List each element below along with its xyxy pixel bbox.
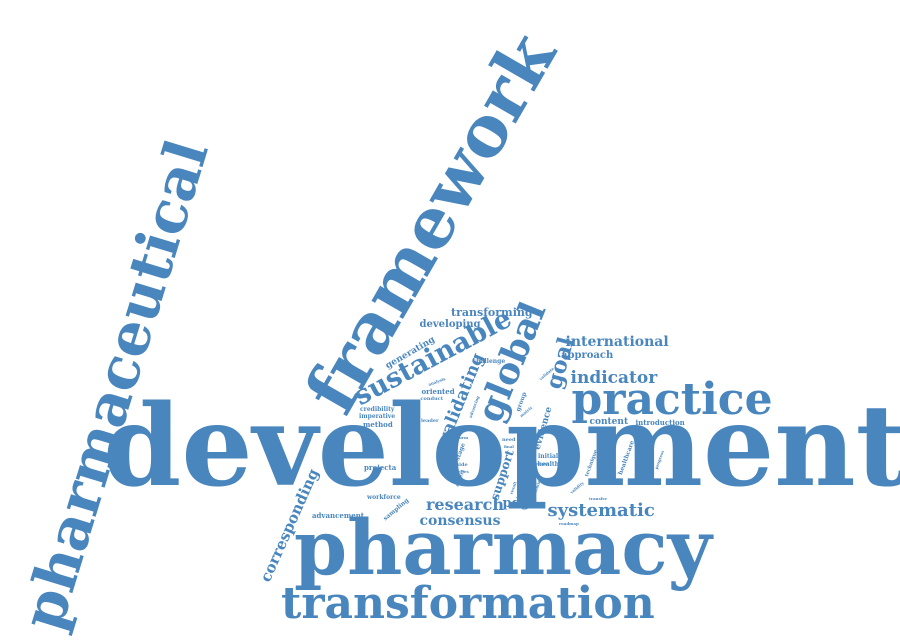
word-pdgs: pdgs	[502, 495, 538, 511]
word-development: development	[103, 381, 900, 512]
word-form: form	[457, 435, 469, 440]
word-output: output	[534, 461, 550, 466]
word-research: research	[426, 495, 504, 514]
word-guide: guide	[452, 461, 468, 468]
word-transfer: transfer	[589, 496, 608, 501]
word-roadmap: roadmap	[559, 521, 579, 526]
word-practice: practice	[571, 374, 773, 425]
word-international: international	[565, 334, 669, 350]
word-oriented: oriented	[421, 386, 455, 396]
word-transforming: transforming	[451, 305, 533, 319]
word-developing: developing	[419, 319, 481, 330]
word-challenge: challenge	[472, 358, 506, 365]
word-introduction: introduction	[635, 417, 685, 427]
word-series: series	[455, 469, 469, 474]
word-pharmacy: pharmacy	[294, 503, 712, 592]
word-transformation: transformation	[281, 578, 655, 629]
word-workforce: workforce	[367, 494, 401, 501]
word-imperative: imperative	[359, 413, 396, 420]
word-projecta: projecta	[364, 462, 397, 472]
word-content: content	[589, 416, 629, 427]
word-health: health	[537, 461, 559, 468]
word-leader: leader	[421, 417, 439, 424]
word-approach: approach	[561, 350, 614, 361]
word-need: need	[502, 436, 516, 443]
word-credibility: credibility	[360, 406, 395, 413]
word-method: method	[363, 419, 393, 429]
word-conduct: conduct	[420, 395, 444, 402]
word-indicator: indicator	[570, 367, 658, 388]
word-systematic: systematic	[547, 500, 655, 521]
word-final: final	[504, 444, 514, 449]
word-initial: initial	[538, 453, 559, 460]
word-advancement: advancement	[312, 510, 365, 520]
word-consensus: consensus	[419, 513, 501, 529]
